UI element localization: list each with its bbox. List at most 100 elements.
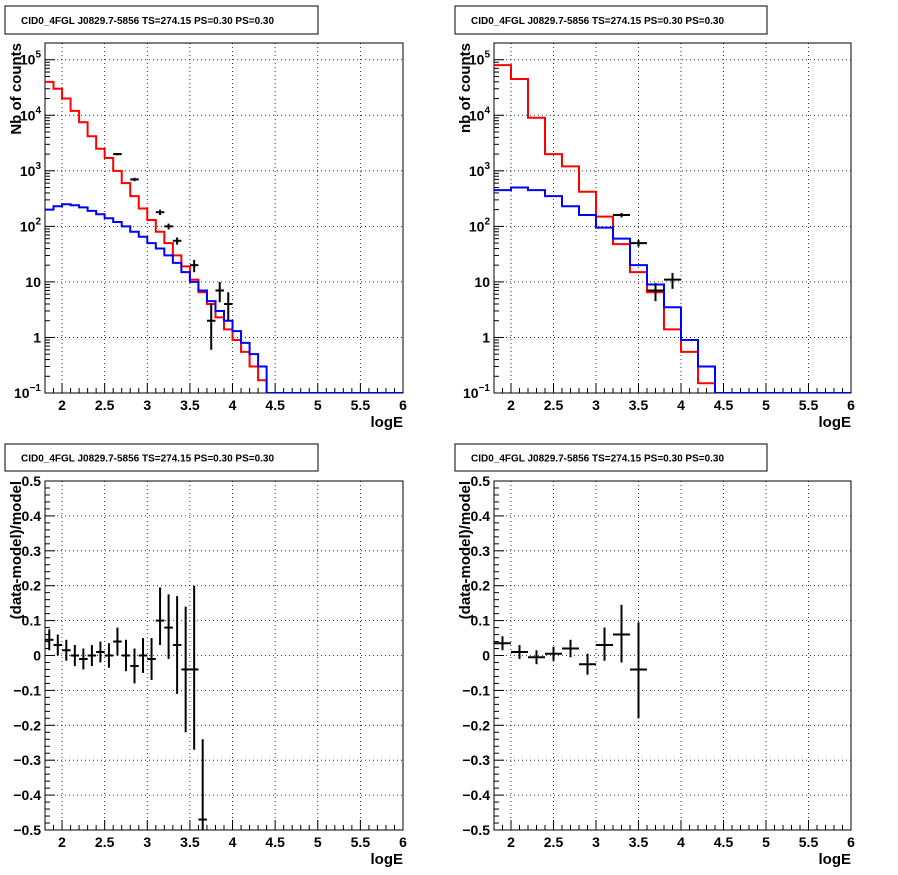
y-tick-label: −0.5 — [462, 822, 490, 838]
chart-title-box — [4, 443, 319, 472]
y-tick-label: 0 — [33, 648, 41, 664]
data-point — [579, 653, 596, 675]
y-tick-label: 10−1 — [14, 383, 41, 401]
y-tick-label: 0 — [482, 648, 490, 664]
data-point — [189, 259, 199, 273]
data-point — [206, 304, 216, 350]
y-tick-label: −0.3 — [462, 752, 490, 768]
data-layer — [494, 604, 647, 719]
x-tick-label: 5.5 — [351, 834, 371, 850]
data-point — [647, 283, 664, 302]
y-tick-label: 105 — [20, 50, 42, 68]
data-point — [172, 596, 182, 694]
y-tick-label: 0.5 — [22, 473, 42, 489]
x-axis-title: logE — [371, 851, 404, 868]
x-tick-label: 4 — [229, 397, 237, 413]
x-tick-label: 2 — [507, 397, 515, 413]
y-tick-label: 104 — [469, 105, 491, 123]
x-tick-label: 5 — [762, 834, 770, 850]
data-point — [96, 641, 105, 663]
x-tick-label: 3 — [592, 397, 600, 413]
y-tick-label: 1 — [482, 329, 490, 345]
y-tick-label: 10 — [25, 274, 41, 290]
data-point — [613, 604, 630, 663]
y-tick-label: −0.2 — [462, 717, 490, 733]
y-tick-label: 0.1 — [471, 613, 491, 629]
step-histogram-blue — [494, 186, 851, 393]
x-tick-label: 4.5 — [265, 397, 285, 413]
x-tick-label: 3.5 — [629, 834, 649, 850]
x-tick-label: 2.5 — [95, 834, 115, 850]
data-point — [147, 638, 156, 680]
x-tick-label: 4.5 — [714, 397, 734, 413]
x-tick-label: 5.5 — [799, 834, 819, 850]
y-tick-label: 102 — [469, 216, 491, 234]
x-tick-label: 5 — [762, 397, 770, 413]
y-tick-label: 104 — [20, 105, 42, 123]
x-tick-label: 3.5 — [180, 834, 200, 850]
x-tick-label: 3 — [143, 834, 151, 850]
y-tick-label: 0.5 — [471, 473, 491, 489]
data-point — [562, 639, 579, 658]
data-point — [62, 639, 71, 661]
data-point — [130, 648, 139, 684]
x-tick-label: 6 — [847, 397, 855, 413]
y-axis-title: Nb of counts — [8, 43, 25, 135]
y-tick-label: −0.5 — [13, 822, 41, 838]
y-tick-label: 0.3 — [471, 543, 491, 559]
x-tick-label: 2 — [507, 834, 515, 850]
data-point — [164, 594, 173, 659]
x-axis-title: logE — [819, 414, 852, 431]
y-tick-label: 0.1 — [22, 613, 42, 629]
data-point — [511, 645, 528, 659]
y-tick-label: 105 — [469, 50, 491, 68]
data-point — [664, 272, 681, 289]
y-tick-label: −0.2 — [13, 717, 41, 733]
data-point — [545, 646, 562, 661]
x-tick-label: 5 — [314, 834, 322, 850]
y-axis-title: (data-model)/model — [457, 481, 474, 619]
data-point — [113, 152, 122, 156]
y-tick-label: −0.1 — [462, 682, 490, 698]
data-point — [181, 606, 190, 733]
data-layer — [45, 585, 207, 830]
y-tick-label: −0.4 — [462, 787, 490, 803]
data-point — [53, 634, 63, 656]
data-point — [613, 212, 630, 218]
data-point — [45, 629, 54, 651]
data-layer — [45, 80, 403, 393]
chart-title: CID0_4FGL J0829.7-5856 TS=274.15 PS=0.30… — [471, 454, 724, 465]
chart-title-box — [454, 443, 768, 472]
data-point — [70, 645, 80, 666]
y-axis-title: (data-model)/model — [8, 481, 25, 619]
x-tick-label: 5 — [314, 397, 322, 413]
x-tick-label: 4 — [229, 834, 237, 850]
step-histogram-blue — [45, 203, 403, 393]
x-tick-label: 4 — [677, 834, 685, 850]
x-axis-title: logE — [819, 851, 852, 868]
data-point — [630, 622, 647, 719]
y-tick-label: 10 — [474, 274, 490, 290]
y-tick-label: −0.1 — [13, 682, 41, 698]
x-tick-label: 2.5 — [544, 834, 564, 850]
x-axis-title: logE — [371, 414, 404, 431]
x-tick-label: 4.5 — [714, 834, 734, 850]
y-axis-title: nb of counts — [457, 43, 474, 133]
data-point — [528, 650, 545, 665]
data-point — [87, 645, 97, 666]
y-tick-label: 102 — [20, 216, 42, 234]
data-point — [104, 643, 114, 668]
data-point — [215, 281, 224, 303]
data-point — [494, 636, 511, 651]
x-tick-label: 6 — [399, 397, 407, 413]
chart-panel-2: CID0_4FGL J0829.7-5856 TS=274.15 PS=0.30… — [454, 5, 855, 431]
data-point — [172, 237, 182, 245]
x-tick-label: 3 — [592, 834, 600, 850]
data-point — [596, 627, 613, 661]
data-point — [138, 638, 148, 673]
data-point — [189, 585, 199, 750]
x-tick-label: 5.5 — [799, 397, 819, 413]
data-point — [630, 239, 647, 247]
data-point — [224, 292, 233, 321]
